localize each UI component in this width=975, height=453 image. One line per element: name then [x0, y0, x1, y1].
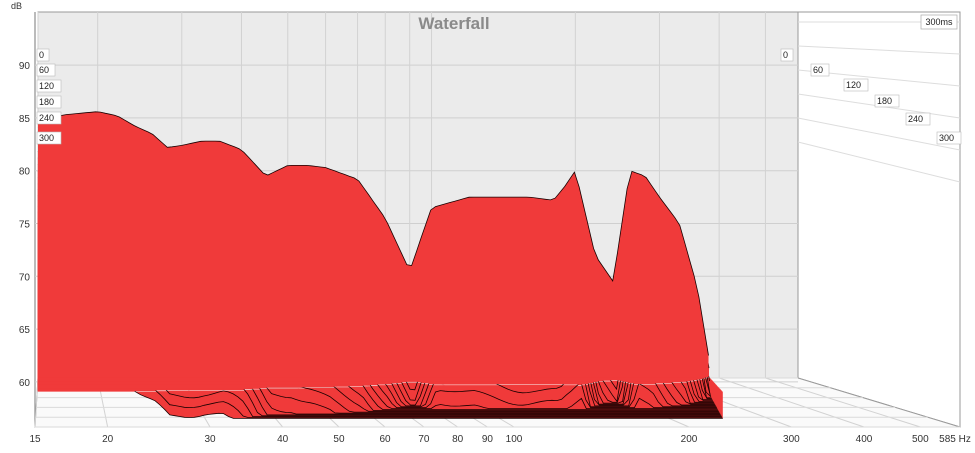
- x-gridline-floor: [34, 377, 39, 428]
- time-label-box-right: [905, 112, 931, 126]
- x-unit-label: 585 Hz: [939, 434, 971, 445]
- x-tick-label: 400: [856, 434, 873, 445]
- x-tick-label: 80: [452, 434, 464, 445]
- x-tick-label: 90: [482, 434, 494, 445]
- x-tick-label: 200: [681, 434, 698, 445]
- time-label-box-right: [843, 78, 869, 92]
- time-label-box-right: [810, 63, 830, 77]
- time-label-box-left: [36, 79, 62, 93]
- time-window-label: 300ms: [925, 17, 953, 27]
- x-gridline-floor: [765, 377, 921, 428]
- time-label-box-left: [36, 131, 62, 145]
- time-label-box-left: [36, 48, 50, 62]
- chart-labels: Waterfall dB 60 65 70 75 80 85 90 15 20 30 40 50 60 70 8…: [11, 1, 971, 445]
- time-label-right: 0: [783, 50, 788, 60]
- time-label-right: 60: [813, 65, 823, 75]
- waterfall-slice-line: [37, 111, 709, 356]
- waterfall-slice-line: [37, 336, 723, 419]
- x-tick-label: 70: [418, 434, 430, 445]
- time-window-box: [920, 14, 958, 30]
- time-label-right: 120: [846, 80, 861, 90]
- y-tick-label: 70: [19, 272, 31, 283]
- time-label-box-right: [936, 131, 962, 145]
- time-label-left: 300: [39, 133, 54, 143]
- time-label-box-left: [36, 63, 56, 77]
- y-tick-label: 85: [19, 114, 31, 125]
- x-tick-label: 15: [29, 434, 41, 445]
- time-label-left: 240: [39, 113, 54, 123]
- time-label-box-right: [874, 94, 900, 108]
- x-gridline-floor: [718, 377, 865, 428]
- time-label-right: 240: [908, 114, 923, 124]
- x-tick-label: 60: [379, 434, 391, 445]
- y-tick-label: 90: [19, 61, 31, 72]
- time-label-left: 120: [39, 81, 54, 91]
- side-wall-gridline: [797, 45, 961, 55]
- time-label-box-left: [36, 95, 62, 109]
- y-tick-label: 80: [19, 167, 31, 178]
- chart-title: Waterfall: [418, 14, 489, 33]
- y-axis-label: dB: [11, 1, 22, 11]
- x-tick-label: 100: [506, 434, 523, 445]
- x-tick-label: 500: [912, 434, 929, 445]
- time-label-box-right: [780, 48, 794, 62]
- y-tick-label: 75: [19, 220, 31, 231]
- waterfall-slice-fill: [38, 111, 709, 377]
- time-label-left: 0: [39, 50, 44, 60]
- x-tick-label: 40: [277, 434, 289, 445]
- waterfall-slices: [37, 111, 723, 419]
- time-label-left: 180: [39, 97, 54, 107]
- x-tick-label: 300: [783, 434, 800, 445]
- side-wall-gridline: [797, 141, 961, 183]
- x-tick-label: 50: [333, 434, 345, 445]
- time-label-box-left: [36, 111, 62, 125]
- time-label-right: 180: [877, 96, 892, 106]
- y-tick-label: 65: [19, 325, 31, 336]
- x-tick-label: 30: [204, 434, 216, 445]
- side-wall-gridline: [797, 117, 961, 151]
- x-tick-label: 20: [102, 434, 114, 445]
- y-tick-label: 60: [19, 378, 31, 389]
- time-label-right: 300: [939, 133, 954, 143]
- time-label-left: 60: [39, 65, 49, 75]
